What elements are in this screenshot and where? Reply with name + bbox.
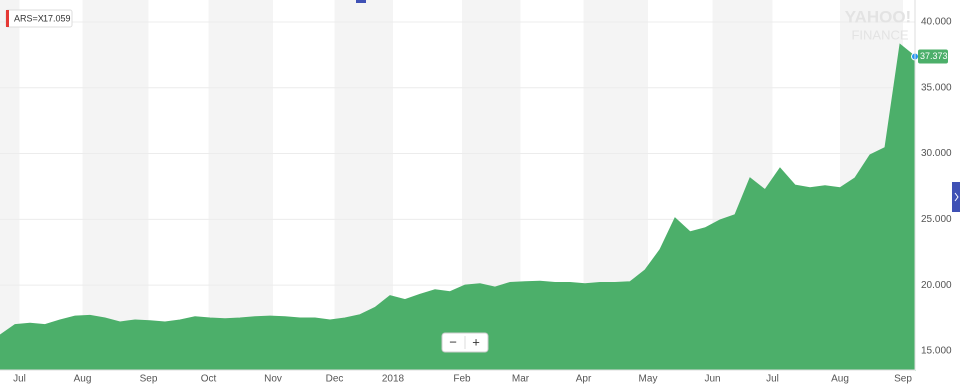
legend: ARS=X 17.059: [5, 9, 73, 28]
legend-swatch: [6, 10, 9, 27]
y-tick-label: 25.000: [921, 214, 952, 225]
x-tick-label: Oct: [201, 374, 217, 385]
x-tick-label: Aug: [831, 374, 849, 385]
x-tick-label: Aug: [74, 374, 92, 385]
zoom-in[interactable]: +: [472, 334, 480, 349]
side-tab[interactable]: [952, 182, 960, 212]
side-tab-arrow[interactable]: [954, 192, 959, 202]
month-band: [208, 0, 273, 370]
price-tag-label: 37.373: [920, 51, 948, 61]
x-tick-label: Apr: [576, 374, 592, 385]
x-tick-label: Sep: [140, 374, 158, 385]
month-band: [82, 0, 149, 370]
x-tick-label: Jul: [13, 374, 26, 385]
top-marker: [356, 0, 366, 3]
area: [0, 43, 916, 371]
legend-value: 17.059: [43, 13, 71, 23]
legend-name: ARS=X: [14, 13, 44, 23]
watermark: FINANCE: [851, 27, 908, 42]
y-tick-label: 35.000: [921, 82, 952, 93]
x-tick-label: Dec: [326, 374, 344, 385]
x-tick-label: Jun: [704, 374, 720, 385]
watermark: YAHOO!: [845, 7, 911, 26]
y-tick-label: 30.000: [921, 148, 952, 159]
x-tick-label: Jul: [766, 374, 779, 385]
x-tick-label: Feb: [453, 374, 471, 385]
x-tick-label: Sep: [894, 374, 912, 385]
y-tick-label: 20.000: [921, 280, 952, 291]
side-tab-bg[interactable]: [952, 182, 960, 212]
y-tick-label: 40.000: [921, 17, 952, 28]
x-tick-label: Mar: [512, 374, 530, 385]
x-tick-label: May: [639, 374, 658, 385]
zoom-controls: − +: [441, 332, 489, 353]
x-tick-label: Nov: [264, 374, 282, 385]
zoom-out[interactable]: −: [449, 334, 457, 349]
month-band: [0, 0, 20, 370]
x-tick-label: 2018: [382, 374, 405, 385]
price-tag: [918, 49, 948, 64]
y-tick-label: 15.000: [921, 346, 952, 357]
